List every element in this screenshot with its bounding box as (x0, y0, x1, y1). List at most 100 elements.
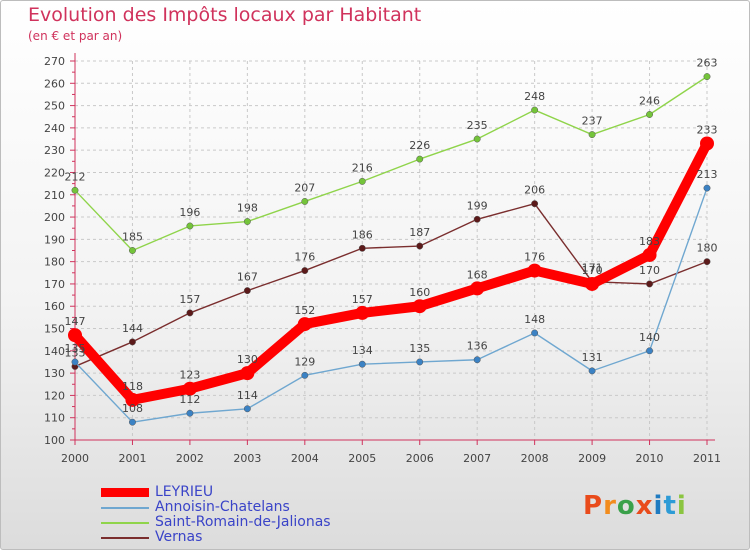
data-label: 212 (65, 170, 86, 183)
data-point (243, 218, 251, 225)
data-point (642, 247, 657, 262)
data-point (297, 317, 312, 332)
x-tick-label: 2005 (348, 452, 376, 465)
data-point (473, 135, 481, 143)
data-label: 235 (467, 119, 488, 132)
data-label: 226 (409, 139, 430, 152)
x-tick-label: 2002 (176, 452, 204, 465)
data-label: 131 (582, 351, 603, 364)
logo-letter: i (676, 491, 687, 521)
data-label: 157 (179, 293, 200, 306)
data-point (243, 405, 251, 413)
data-point (186, 309, 194, 317)
data-label: 152 (294, 304, 315, 317)
data-label: 147 (65, 315, 86, 328)
data-point (358, 244, 366, 252)
data-label: 136 (467, 340, 488, 353)
y-tick-label: 120 (44, 389, 65, 402)
y-tick-label: 140 (44, 345, 65, 358)
data-label: 130 (237, 353, 258, 366)
chart-title: Evolution des Impôts locaux par Habitant (28, 4, 422, 26)
logo-letter: o (616, 491, 636, 521)
legend-label: Annoisin-Chatelans (155, 499, 290, 515)
y-tick-label: 260 (44, 77, 65, 90)
legend-label: Saint-Romain-de-Jalionas (155, 514, 331, 530)
data-label: 199 (467, 199, 488, 212)
data-label: 135 (409, 342, 430, 355)
data-label: 160 (409, 286, 430, 299)
data-point (700, 136, 714, 151)
data-label: 129 (294, 355, 315, 368)
data-point (412, 299, 427, 314)
legend-label: Vernas (155, 529, 203, 545)
data-point (355, 305, 370, 320)
series-line (74, 75, 708, 252)
data-point (240, 366, 255, 381)
data-label: 180 (697, 242, 718, 255)
legend-swatch (101, 521, 149, 524)
series-line (74, 187, 708, 423)
data-point (646, 347, 653, 355)
data-point (301, 267, 309, 275)
data-label: 118 (122, 380, 143, 393)
data-label: 148 (524, 313, 545, 326)
y-tick-label: 110 (44, 412, 65, 425)
data-label: 187 (409, 226, 430, 239)
data-point (646, 111, 653, 118)
data-point (588, 367, 596, 375)
y-tick-label: 180 (44, 256, 65, 269)
data-point (68, 328, 82, 343)
data-label: 108 (122, 402, 143, 415)
y-tick-label: 250 (44, 100, 65, 113)
y-tick-label: 160 (44, 300, 65, 313)
data-point (470, 281, 485, 296)
data-label: 123 (179, 369, 200, 382)
data-point (358, 177, 366, 185)
y-tick-label: 230 (44, 144, 65, 157)
logo-letter: t (663, 491, 677, 521)
data-label: 114 (237, 389, 258, 402)
x-tick-label: 2003 (233, 452, 261, 465)
legend-swatch (101, 506, 149, 509)
data-label: 186 (352, 228, 373, 241)
y-tick-label: 240 (44, 122, 65, 135)
data-point (416, 358, 424, 366)
data-point (186, 409, 194, 417)
y-tick-label: 210 (44, 189, 65, 202)
y-tick-label: 220 (44, 166, 65, 179)
data-point (186, 222, 194, 230)
y-tick-label: 150 (44, 323, 65, 336)
chart-subtitle: (en € et par an) (28, 29, 123, 43)
series-line (74, 202, 708, 368)
data-label: 170 (639, 264, 660, 277)
data-point (703, 73, 711, 81)
data-label: 144 (122, 322, 143, 335)
data-point (531, 200, 539, 208)
data-point (243, 287, 251, 295)
data-point (416, 155, 424, 163)
data-point (358, 360, 366, 368)
data-label: 198 (237, 202, 258, 215)
data-point (301, 371, 309, 379)
data-point (129, 247, 136, 254)
data-point (125, 392, 140, 407)
legend-swatch (101, 536, 149, 539)
data-point (416, 242, 424, 250)
x-tick-label: 2007 (463, 452, 491, 465)
y-tick-label: 200 (44, 211, 65, 224)
data-label: 246 (639, 95, 660, 108)
data-label: 171 (582, 262, 603, 275)
logo-letter: i (653, 491, 664, 521)
x-tick-label: 2009 (578, 452, 606, 465)
data-label: 248 (524, 90, 545, 103)
x-tick-label: 2011 (693, 452, 721, 465)
y-tick-label: 190 (44, 233, 65, 246)
data-label: 216 (352, 161, 373, 174)
x-tick-label: 2010 (636, 452, 664, 465)
data-label: 206 (524, 184, 545, 197)
logo-letter: P (583, 491, 604, 521)
data-label: 135 (65, 342, 86, 355)
data-label: 140 (639, 331, 660, 344)
